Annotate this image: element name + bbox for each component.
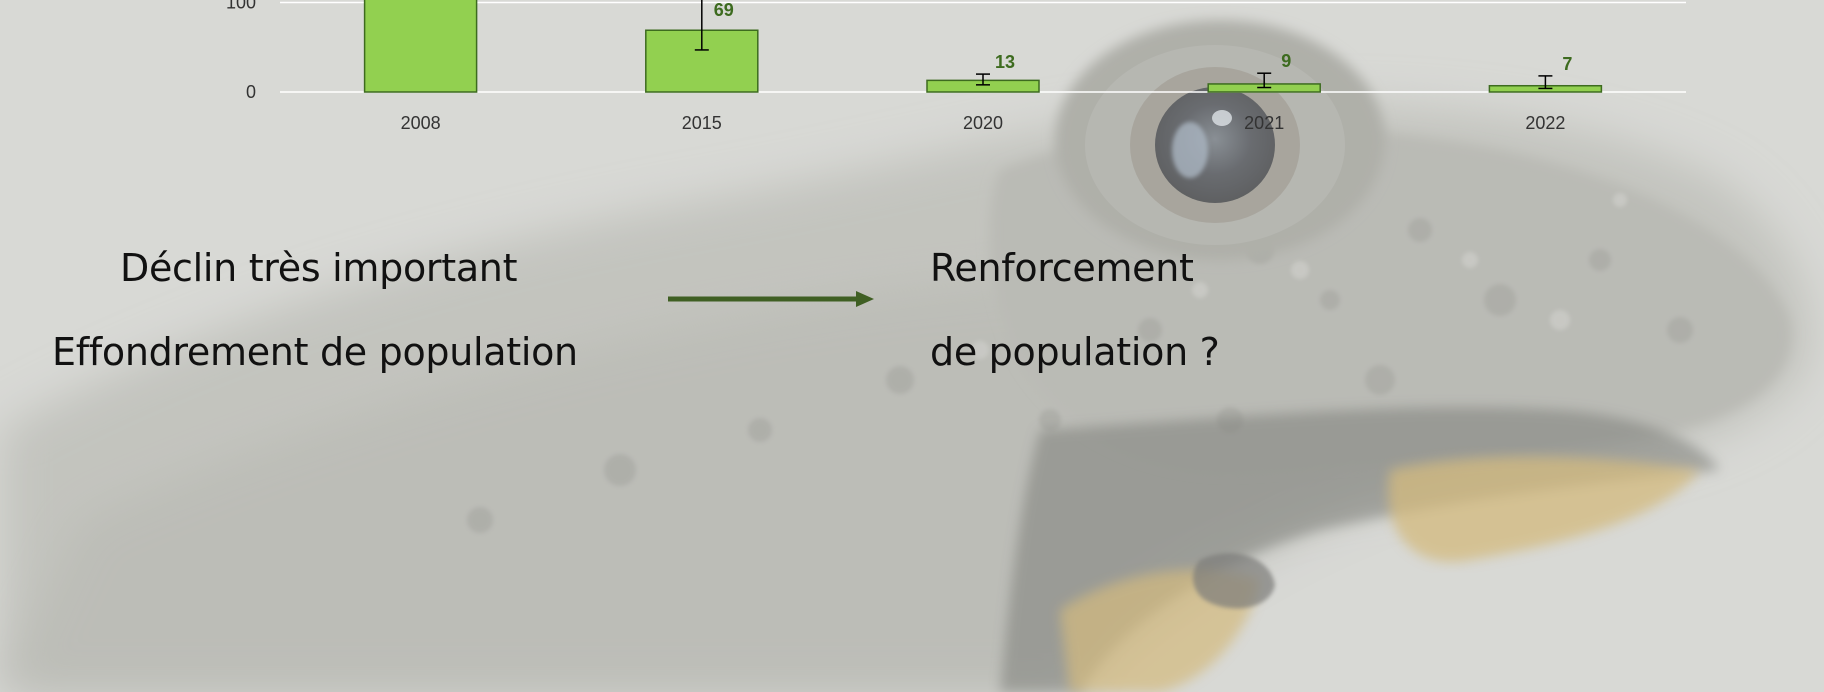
x-tick-label: 2015 <box>682 113 722 133</box>
data-label-2022: 7 <box>1562 54 1572 74</box>
left-text-line-1: Déclin très important <box>120 246 518 290</box>
x-tick-label: 2020 <box>963 113 1003 133</box>
error-bar-2020 <box>976 73 990 86</box>
x-tick-label: 2008 <box>401 113 441 133</box>
right-arrow-icon <box>668 291 874 307</box>
toad-silhouette <box>0 20 1812 692</box>
population-bar-chart: 69 13 9 7 2008 2015 2020 2021 2022 0 100 <box>226 0 1686 133</box>
error-bar-2022 <box>1538 75 1553 90</box>
data-label-2015: 69 <box>714 0 734 20</box>
data-label-2020: 13 <box>995 52 1015 72</box>
right-text-line-1: Renforcement <box>930 246 1194 290</box>
y-tick-label: 0 <box>246 82 256 102</box>
y-tick-label: 100 <box>226 0 256 13</box>
error-bar-2021 <box>1257 72 1272 89</box>
error-bar-2015 <box>694 0 709 51</box>
toad-eye <box>1055 20 1385 260</box>
data-label-2021: 9 <box>1281 51 1291 71</box>
x-tick-label: 2022 <box>1525 113 1565 133</box>
x-tick-label: 2021 <box>1244 113 1284 133</box>
left-text-line-2: Effondrement de population <box>52 330 578 374</box>
bar-2008 <box>363 0 478 93</box>
right-text-line-2: de population ? <box>930 330 1220 374</box>
